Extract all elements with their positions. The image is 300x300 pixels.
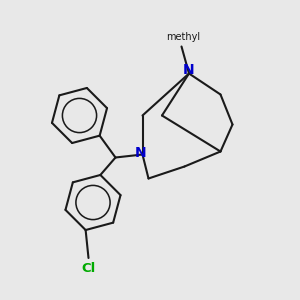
Text: N: N	[135, 146, 147, 160]
Text: Cl: Cl	[81, 262, 96, 275]
Text: methyl: methyl	[166, 32, 200, 42]
Text: N: N	[183, 64, 195, 77]
